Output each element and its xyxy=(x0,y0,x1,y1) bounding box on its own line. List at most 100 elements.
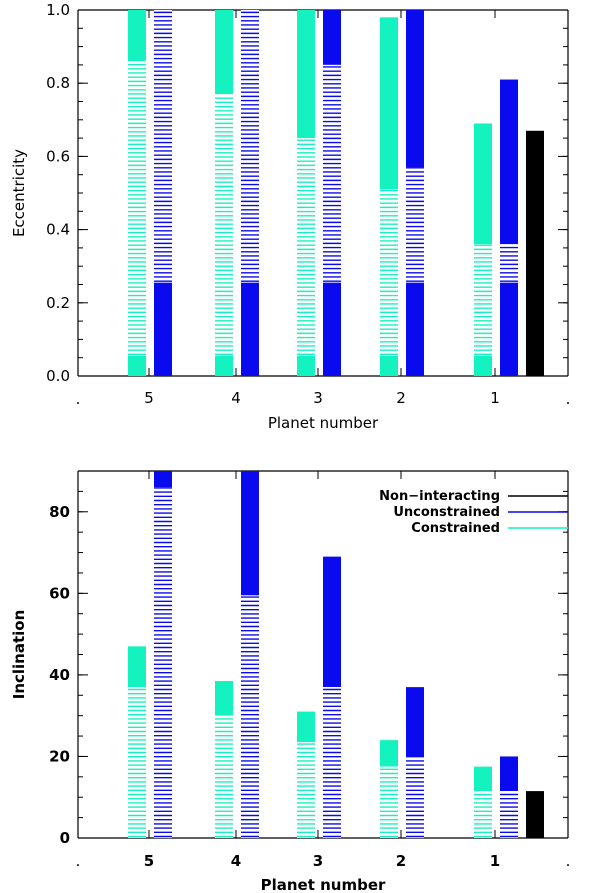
bar-solid-bottom xyxy=(154,282,172,376)
bar-hatched xyxy=(323,64,341,283)
bar-hatched xyxy=(215,715,233,838)
bar-solid-top xyxy=(154,471,172,488)
bar-solid xyxy=(526,130,544,376)
bar-hatched xyxy=(128,687,146,838)
bar-solid-bottom xyxy=(474,355,492,376)
x-axis-title: Planet number xyxy=(268,414,379,432)
bar-hatched xyxy=(215,94,233,356)
bar-constrained-planet-5 xyxy=(128,10,146,376)
bar-constrained-planet-4 xyxy=(215,681,233,838)
y-tick-label: 80 xyxy=(49,503,70,521)
bar-hatched xyxy=(474,791,492,838)
bar-constrained-planet-3 xyxy=(297,711,315,838)
y-axis-title: Eccentricity xyxy=(10,149,28,237)
bar-constrained-planet-5 xyxy=(128,646,146,838)
bar-hatched xyxy=(380,766,398,838)
x-endpoint-label: . xyxy=(566,390,571,408)
bar-non_interacting-planet-1 xyxy=(526,130,544,376)
bar-solid-top xyxy=(241,471,259,596)
bar-constrained-planet-2 xyxy=(380,740,398,838)
y-tick-label: 0.4 xyxy=(46,221,70,239)
bar-hatched xyxy=(241,10,259,283)
x-tick-label: 3 xyxy=(313,389,323,407)
bar-hatched xyxy=(128,61,146,356)
bar-unconstrained-planet-4 xyxy=(241,10,259,376)
bar-hatched xyxy=(500,791,518,838)
x-tick-label: 2 xyxy=(396,852,406,870)
bar-solid-top xyxy=(474,123,492,245)
bar-unconstrained-planet-2 xyxy=(406,687,424,838)
legend-label: Constrained xyxy=(411,521,500,536)
y-tick-label: 60 xyxy=(49,584,70,602)
y-tick-label: 1.0 xyxy=(46,1,70,19)
bar-unconstrained-planet-3 xyxy=(323,10,341,376)
bar-solid-top xyxy=(323,10,341,65)
bar-solid-top xyxy=(380,17,398,190)
bar-unconstrained-planet-1 xyxy=(500,756,518,838)
bar-solid-bottom xyxy=(380,355,398,376)
bar-solid xyxy=(526,791,544,838)
bar-unconstrained-planet-4 xyxy=(241,471,259,838)
legend-label: Non−interacting xyxy=(379,489,500,504)
bar-solid-top xyxy=(500,756,518,792)
bar-hatched xyxy=(297,742,315,838)
bar-unconstrained-planet-2 xyxy=(406,10,424,376)
bar-solid-top xyxy=(406,687,424,757)
bar-hatched xyxy=(500,244,518,283)
bar-hatched xyxy=(323,687,341,838)
bar-hatched xyxy=(474,244,492,356)
bar-hatched xyxy=(297,138,315,356)
x-tick-label: 4 xyxy=(231,852,241,870)
bar-solid-top xyxy=(297,711,315,743)
x-axis-title: Planet number xyxy=(261,876,386,893)
bar-hatched xyxy=(154,10,172,283)
y-tick-label: 40 xyxy=(49,666,70,684)
y-axis-title: Inclination xyxy=(10,610,28,700)
bar-constrained-planet-1 xyxy=(474,123,492,376)
bar-hatched xyxy=(406,167,424,283)
bar-solid-top xyxy=(323,556,341,688)
bar-solid-top xyxy=(215,10,233,95)
y-tick-label: 20 xyxy=(49,747,70,765)
y-tick-label: 0.8 xyxy=(46,74,70,92)
bar-hatched xyxy=(380,189,398,356)
bar-solid-bottom xyxy=(128,355,146,376)
bar-solid-top xyxy=(500,79,518,245)
inclination-panel: 0 20 40 60 80 5 4 3 2 1. . Inclination Planet number… xyxy=(10,470,570,893)
bar-unconstrained-planet-5 xyxy=(154,10,172,376)
bar-constrained-planet-1 xyxy=(474,766,492,838)
bar-unconstrained-planet-3 xyxy=(323,556,341,838)
bar-constrained-planet-4 xyxy=(215,10,233,376)
bar-solid-bottom xyxy=(500,282,518,376)
bar-solid-top xyxy=(297,10,315,139)
bar-unconstrained-planet-1 xyxy=(500,79,518,376)
x-endpoint-label: . xyxy=(76,390,81,408)
bar-hatched xyxy=(154,487,172,838)
bar-solid-bottom xyxy=(241,282,259,376)
bar-solid-top xyxy=(406,10,424,168)
x-tick-label: 3 xyxy=(313,852,323,870)
x-tick-label: 5 xyxy=(144,852,154,870)
bar-solid-top xyxy=(215,681,233,716)
bar-non_interacting-planet-1 xyxy=(526,791,544,838)
bar-solid-top xyxy=(128,10,146,62)
y-tick-label: 0.6 xyxy=(46,147,70,165)
legend-label: Unconstrained xyxy=(393,505,500,520)
x-tick-label: 5 xyxy=(144,389,154,407)
bar-constrained-planet-3 xyxy=(297,10,315,376)
y-tick-label: 0.2 xyxy=(46,294,70,312)
bar-constrained-planet-2 xyxy=(380,17,398,376)
bar-hatched xyxy=(406,756,424,838)
bar-unconstrained-planet-5 xyxy=(154,471,172,838)
bar-solid-top xyxy=(474,766,492,792)
bar-solid-bottom xyxy=(323,282,341,376)
bar-hatched xyxy=(241,595,259,838)
bar-solid-bottom xyxy=(297,355,315,376)
eccentricity-panel: 0.0 0.2 0.4 0.6 0.8 1.0 5 4 3 2 1. . Eccentricity Pla… xyxy=(10,1,570,432)
x-endpoint-label: . xyxy=(76,852,81,870)
y-tick-label: 0 xyxy=(60,829,70,847)
bar-solid-bottom xyxy=(406,282,424,376)
bar-solid-bottom xyxy=(215,355,233,376)
x-tick-label: 4 xyxy=(231,389,241,407)
